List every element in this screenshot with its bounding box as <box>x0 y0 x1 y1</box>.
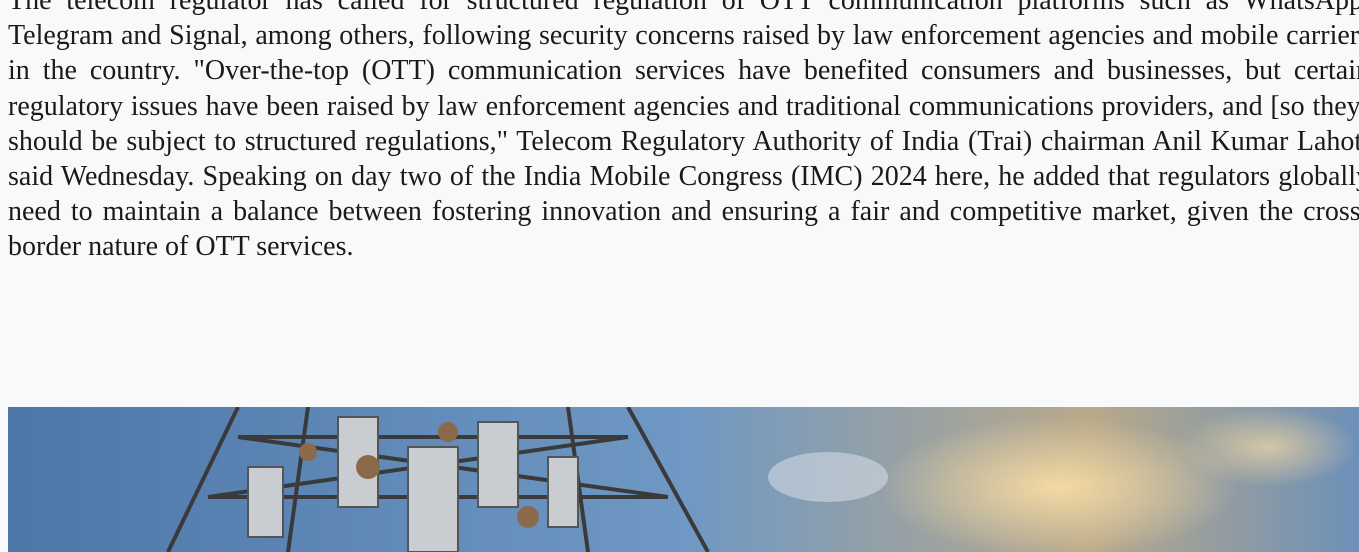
page-body: {"article": {"paragraph": "The telecom r… <box>0 0 1359 552</box>
tower-photo <box>8 407 1359 552</box>
article-image <box>8 407 1359 552</box>
page: Article html, body { margin: 0; padding:… <box>0 0 1359 552</box>
article-paragraph: The telecom regulator has called for str… <box>8 0 1359 265</box>
